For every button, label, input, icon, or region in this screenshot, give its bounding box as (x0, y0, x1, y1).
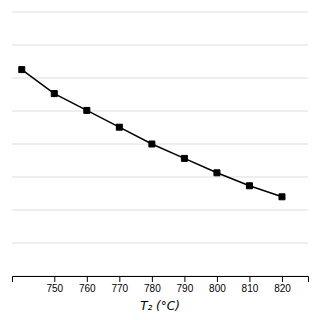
plot: 750 760 770 780 790 800 810 820 (12, 12, 309, 294)
marker (19, 67, 25, 73)
x-tick: 770 (111, 276, 128, 294)
x-tick-mark (152, 276, 153, 282)
x-tick: 810 (242, 276, 259, 294)
x-tick-mark (217, 276, 218, 282)
x-tick-mark (184, 276, 185, 282)
x-tick-label: 760 (79, 283, 96, 294)
marker (51, 91, 57, 97)
marker (149, 141, 155, 147)
x-tick-label: 770 (111, 283, 128, 294)
marker (214, 170, 220, 176)
x-tick: 820 (274, 276, 291, 294)
x-label: T₂ (°C) (140, 299, 180, 313)
x-tick-label: 810 (242, 283, 259, 294)
marker (279, 194, 285, 200)
x-tick: 780 (144, 276, 161, 294)
x-tick: 800 (209, 276, 226, 294)
grid (12, 12, 308, 276)
x-tick: 790 (177, 276, 194, 294)
grid-line (12, 144, 308, 145)
x-tick: 760 (79, 276, 96, 294)
grid-line (12, 12, 308, 13)
x-tick-label: 780 (144, 283, 161, 294)
x-axis-line (13, 277, 309, 283)
x-tick-label: 820 (274, 283, 291, 294)
x-tick: 750 (46, 276, 63, 294)
chart: 750 760 770 780 790 800 810 820 T₂ (°C) (0, 0, 320, 320)
grid-line (12, 177, 308, 178)
x-tick-mark (282, 276, 283, 282)
x-tick-mark (119, 276, 120, 282)
x-tick-mark (249, 276, 250, 282)
series (19, 67, 285, 200)
x-tick-label: 790 (177, 283, 194, 294)
marker (246, 183, 252, 189)
x-tick-label: 750 (46, 283, 63, 294)
marker (84, 107, 90, 113)
marker (116, 124, 122, 130)
grid-line (12, 111, 308, 112)
line (22, 70, 282, 197)
x-tick-label: 800 (209, 283, 226, 294)
grid-line (12, 45, 308, 46)
grid-line (12, 210, 308, 211)
grid-line (12, 78, 308, 79)
x-tick-mark (54, 276, 55, 282)
x-tick-mark (87, 276, 88, 282)
x-axis: 750 760 770 780 790 800 810 820 (13, 276, 309, 294)
grid-line (12, 243, 308, 244)
marker (181, 155, 187, 161)
